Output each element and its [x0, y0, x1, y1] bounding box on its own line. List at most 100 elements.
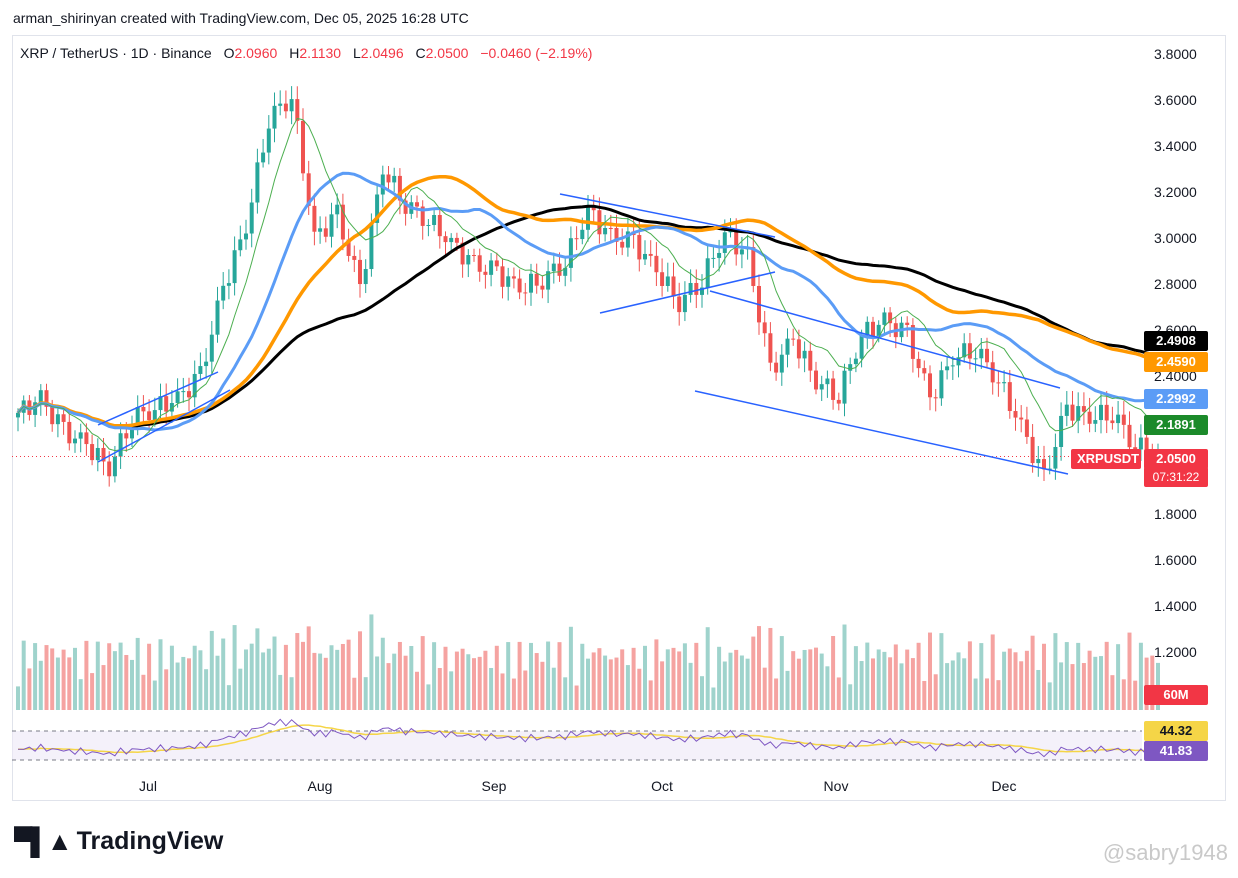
volume-bar: [933, 674, 938, 710]
volume-bar: [745, 658, 750, 710]
rsi-line: [17, 718, 1159, 758]
trendline: [599, 271, 776, 314]
candle-body: [101, 447, 106, 462]
volume-bar: [249, 643, 254, 710]
candle-body: [796, 339, 801, 359]
volume-bar: [705, 627, 710, 710]
x-tick-label: Sep: [482, 778, 507, 794]
candle-body: [603, 227, 608, 235]
volume-bar: [278, 674, 283, 710]
candle-body: [876, 324, 881, 337]
chart-legend: XRP / TetherUS · 1D · Binance O2.0960 H2…: [20, 45, 592, 61]
volume-bar: [1081, 663, 1086, 710]
volume-bar: [967, 641, 972, 710]
volume-bar: [130, 659, 134, 710]
volume-bar: [1087, 650, 1092, 710]
volume-bar: [586, 658, 590, 710]
candle-body: [369, 222, 374, 270]
candle-body: [791, 338, 796, 340]
volume-bar: [386, 663, 391, 710]
volume-bar: [443, 646, 448, 710]
volume-bar: [209, 630, 214, 710]
trendline: [97, 389, 231, 463]
volume-bar: [226, 685, 231, 710]
volume-bar: [996, 680, 1001, 710]
candle-body: [563, 267, 568, 276]
candle-body: [443, 236, 448, 243]
candle-body: [506, 276, 511, 287]
candle-body: [705, 258, 710, 288]
volume-bar: [306, 626, 311, 710]
x-tick-label: Dec: [992, 778, 1017, 794]
volume-bar: [437, 668, 442, 710]
volume-bar: [1036, 669, 1041, 710]
candle-body: [950, 365, 955, 367]
high-label: H: [289, 45, 300, 61]
volume-bar: [950, 660, 955, 710]
candle-body: [135, 406, 140, 428]
volume-bar: [1042, 643, 1046, 710]
close-value: 2.0500: [425, 45, 469, 61]
volume-bar: [1099, 656, 1103, 710]
tradingview-logo[interactable]: ▀▌▲ TradingView: [14, 826, 223, 857]
candle-body: [557, 263, 562, 276]
high-value: 2.1130: [299, 45, 342, 61]
volume-bar: [546, 641, 551, 710]
candle-body: [608, 227, 613, 229]
volume-bar: [1133, 680, 1138, 710]
candle-body: [1064, 404, 1069, 416]
volume-bar: [694, 642, 699, 710]
candle-body: [272, 105, 277, 129]
candle-body: [147, 411, 152, 421]
volume-bar: [489, 667, 494, 710]
y-tick-label: 1.2000: [1154, 644, 1197, 660]
volume-bar: [158, 639, 163, 710]
volume-bar: [283, 644, 288, 710]
volume-bar: [768, 627, 773, 710]
candle-body: [50, 406, 55, 425]
volume-bar: [591, 652, 596, 710]
candle-body: [386, 174, 391, 183]
candle-body: [882, 312, 887, 325]
volume-bar: [61, 649, 66, 710]
candle-body: [323, 228, 328, 237]
volume-bar: [67, 657, 72, 710]
symbol-label[interactable]: XRP / TetherUS · 1D · Binance: [20, 45, 212, 61]
candle-body: [637, 235, 642, 260]
x-tick-label: Aug: [308, 778, 333, 794]
candle-body: [677, 296, 682, 313]
volume-bar: [717, 646, 722, 710]
candle-body: [449, 237, 454, 243]
candle-body: [124, 433, 129, 439]
tv-logo-text: TradingView: [76, 827, 224, 855]
candle-body: [232, 250, 237, 284]
volume-bar: [762, 667, 767, 710]
candle-body: [38, 390, 43, 403]
candle-body: [734, 230, 739, 255]
volume-bar: [1013, 652, 1018, 710]
volume-bar: [397, 641, 402, 710]
volume-bar: [796, 658, 801, 710]
volume-bar: [739, 655, 744, 710]
candle-body: [945, 366, 950, 371]
volume-bar: [523, 670, 528, 710]
volume-bar: [95, 641, 100, 710]
y-tick-label: 1.4000: [1154, 598, 1197, 614]
candle-body: [392, 175, 397, 183]
candle-body: [836, 399, 841, 404]
volume-bar: [21, 640, 26, 710]
candle-body: [785, 338, 790, 355]
volume-bar: [1053, 633, 1058, 710]
volume-bar: [637, 668, 642, 710]
volume-bar: [392, 653, 397, 710]
volume-bar: [27, 668, 32, 710]
candle-body: [916, 358, 921, 369]
volume-bar: [751, 636, 756, 710]
volume-bar: [643, 645, 647, 710]
candle-body: [335, 204, 340, 215]
volume-bar: [415, 671, 419, 710]
volume-bar: [568, 626, 573, 710]
volume-bar: [84, 640, 89, 710]
rsi-signal-badge: 44.32: [1144, 721, 1208, 741]
